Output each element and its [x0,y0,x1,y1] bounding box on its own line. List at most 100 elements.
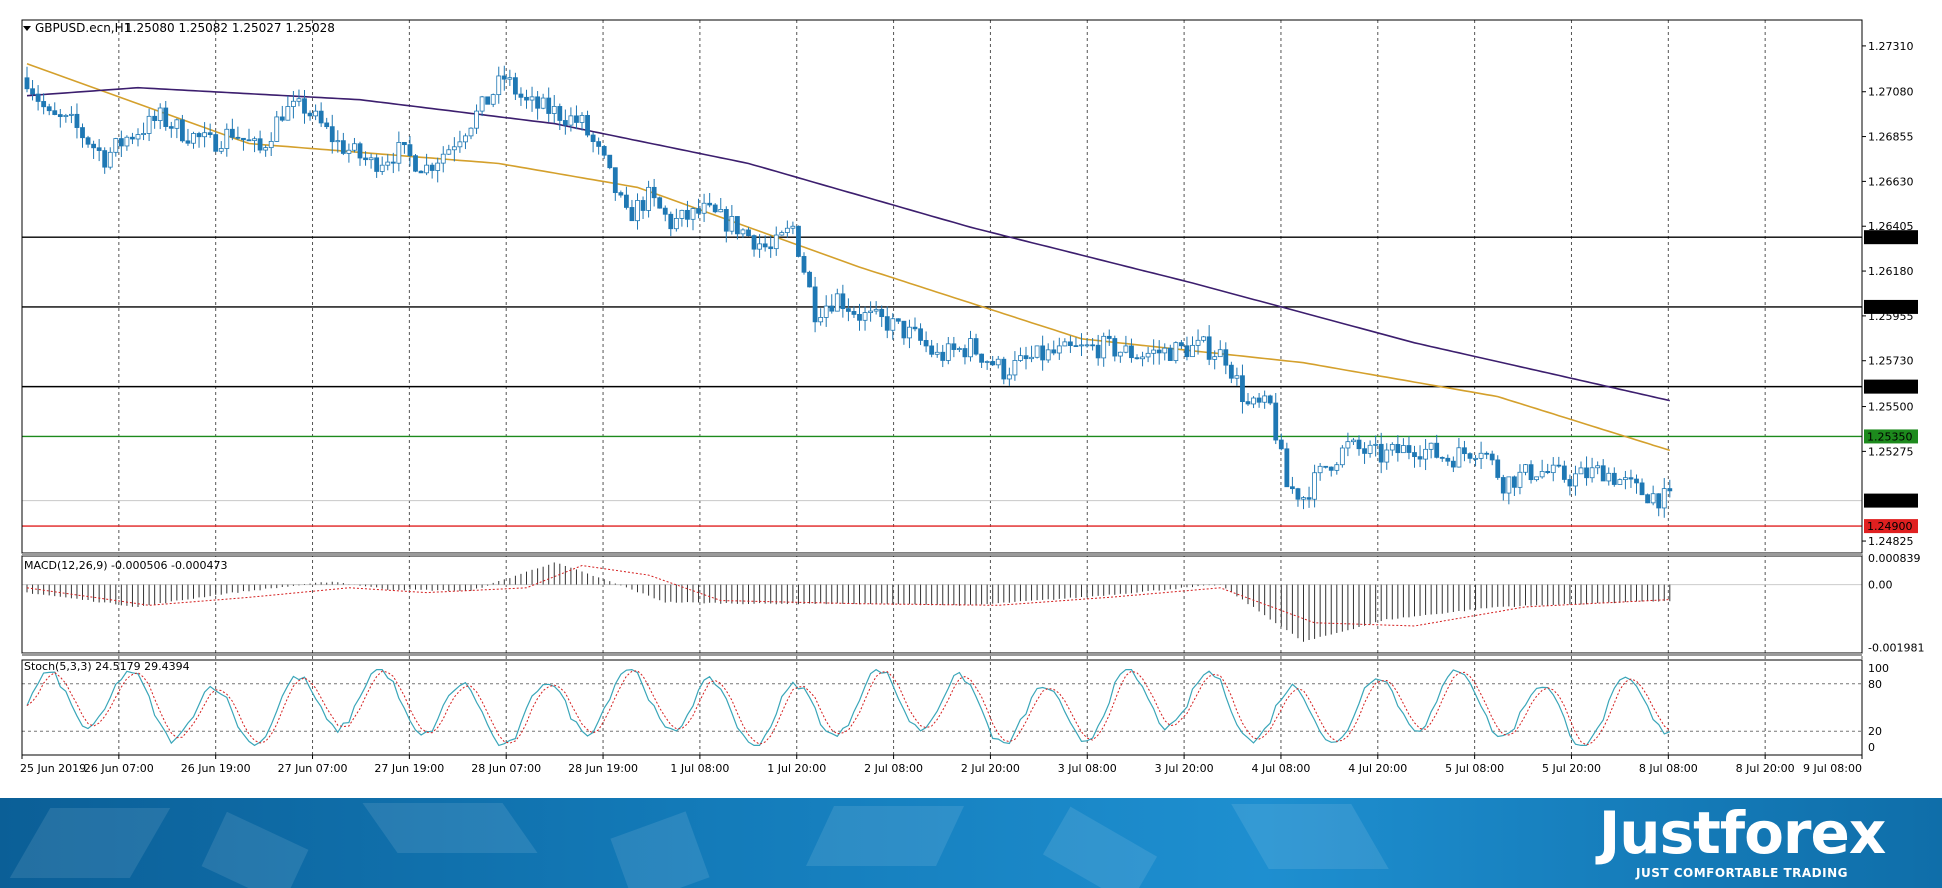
candle-body [1561,465,1567,480]
price-tick-label: 1.25500 [1868,401,1914,414]
candle-body [224,128,230,149]
candle-body [1306,497,1312,500]
symbol-menu-arrow-icon[interactable] [23,26,31,31]
candle-body [657,197,663,209]
panel-frame [21,555,1863,654]
candle-body [229,128,235,138]
candle-body [1112,338,1118,357]
candle-body [801,256,807,273]
candle-body [1517,471,1523,488]
candle-body [1156,349,1162,354]
candle-body [85,137,91,145]
candle-body [1117,351,1123,357]
candle-body [196,133,202,138]
macd-tick-label: 0.00 [1868,579,1893,592]
candle-body [585,115,590,136]
candle-body [651,186,657,199]
candle-body [1373,443,1379,446]
candle-body [401,142,407,146]
candle-body [1217,349,1223,358]
moving-average-line [26,86,1670,402]
candle-body [596,141,602,147]
candle-body [1184,345,1190,358]
candle-body [1267,395,1273,404]
candle-body [290,100,296,107]
candle-body [1495,459,1501,478]
candle-body [340,140,346,154]
candle-body [1395,443,1401,454]
candle-body [1389,443,1395,451]
candle-body [130,136,135,140]
candle-body [1018,355,1023,361]
candle-body [1412,452,1417,458]
candle-body [1450,460,1456,468]
axis-labels: 1.26350 1.26000 1.25600 1.25350 1.24900 1.250… [20,40,1924,775]
candle-body [779,232,785,236]
candle-body [723,209,729,232]
price-tick-label: 1.25275 [1868,445,1914,458]
candle-body [96,147,102,151]
candle-body [1006,374,1012,380]
candle-body [518,93,524,98]
candle-body [1317,465,1323,474]
candle-body [1167,347,1173,361]
candle-body [163,107,169,127]
level-price-label: 1.24900 [1867,520,1913,533]
candle-body [1550,464,1556,474]
candle-body [707,202,713,206]
candle-body [1290,486,1295,490]
candle-body [1295,488,1301,500]
candle-body [557,106,563,121]
candle-body [1328,466,1334,471]
candle-body [157,107,163,121]
moving-average-line [26,63,1671,452]
candle-body [1578,467,1584,475]
candle-body [696,208,701,214]
candle-body [1106,335,1112,339]
candle-body [474,110,479,129]
candle-body [1101,335,1107,359]
candle-body [451,146,457,151]
candle-body [1223,349,1229,366]
candle-body [1484,452,1490,455]
candle-body [807,271,812,288]
brand-logo[interactable]: Justforex JUST COMFORTABLE TRADING [1572,802,1912,880]
price-levels [22,236,1862,527]
price-tick-label: 1.26180 [1868,265,1914,278]
price-tick-label: 1.24825 [1868,535,1914,548]
candle-body [1667,488,1673,492]
candle-body [385,161,391,166]
candle-body [368,157,374,161]
x-tick-label: 8 Jul 08:00 [1639,762,1698,775]
candle-body [1339,447,1345,466]
level-price-label: 1.25600 [1867,381,1913,394]
candle-body [379,164,385,172]
candle-body [796,225,801,257]
candle-body [1190,344,1195,358]
stoch-main-line [26,668,1671,747]
candle-body [1151,349,1157,354]
price-tick-label: 1.25730 [1868,355,1914,368]
candle-body [35,93,41,102]
candlesticks [24,65,1673,518]
candle-body [213,134,219,152]
candle-body [1345,441,1351,449]
x-tick-label: 25 Jun 2019 [20,762,86,775]
candle-body [1567,479,1573,487]
candle-body [1439,456,1445,459]
candle-body [962,348,968,358]
x-tick-label: 4 Jul 20:00 [1348,762,1407,775]
candle-body [851,311,857,315]
x-tick-label: 2 Jul 20:00 [961,762,1020,775]
stoch-tick-label: 100 [1868,662,1889,675]
panel-separator [22,653,1862,656]
candle-body [612,167,618,194]
candle-body [1301,497,1306,500]
candle-body [235,136,241,139]
candle-body [951,343,957,350]
candle-body [463,135,468,143]
candle-body [1084,344,1090,347]
candle-body [912,326,918,330]
candle-body [496,75,502,96]
candle-body [440,153,446,164]
